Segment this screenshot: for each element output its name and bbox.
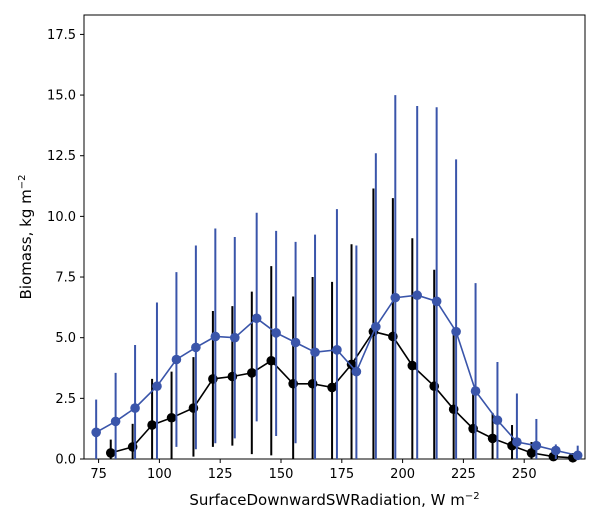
- x-axis-label-text: SurfaceDownwardSWRadiation, W m: [189, 491, 465, 509]
- y-tick-label: 12.5: [47, 149, 76, 164]
- x-axis-label-superscript: −2: [465, 491, 480, 502]
- data-point: [512, 437, 522, 447]
- series-2: [91, 95, 583, 461]
- x-tick-label: 225: [451, 467, 476, 482]
- x-axis-ticks: 75 100 125 150 175 200 225 250: [90, 459, 537, 482]
- data-point: [310, 347, 320, 358]
- y-tick-label: 7.5: [55, 271, 76, 286]
- x-tick-label: 125: [208, 467, 233, 482]
- data-point: [191, 342, 201, 353]
- data-point: [110, 416, 121, 427]
- x-tick-label: 100: [147, 467, 172, 482]
- x-tick-label: 175: [329, 467, 354, 482]
- data-point: [247, 368, 257, 378]
- x-tick-label: 250: [512, 467, 537, 482]
- data-point: [271, 328, 281, 338]
- data-point: [526, 448, 537, 458]
- data-point: [551, 445, 561, 456]
- data-point: [171, 354, 182, 365]
- series-line: [110, 330, 573, 459]
- data-point: [327, 382, 337, 393]
- plot-frame: [83, 14, 586, 460]
- series-layer: [91, 95, 583, 463]
- y-tick-label: 2.5: [55, 392, 76, 407]
- data-point: [130, 403, 140, 413]
- data-point: [346, 359, 357, 370]
- data-point: [105, 448, 116, 458]
- data-point: [147, 420, 157, 430]
- data-point: [492, 415, 503, 425]
- data-point: [572, 450, 583, 461]
- y-tick-label: 10.0: [47, 210, 76, 225]
- data-point: [166, 412, 177, 423]
- x-tick-label: 150: [269, 467, 294, 482]
- data-point: [266, 355, 277, 366]
- data-point: [229, 332, 240, 343]
- data-point: [91, 427, 101, 438]
- data-point: [470, 386, 481, 396]
- data-point: [210, 331, 221, 342]
- data-point: [407, 360, 418, 371]
- y-axis-label: Biomass, kg m−2: [17, 175, 35, 300]
- data-point: [412, 290, 422, 301]
- data-point: [371, 321, 381, 332]
- x-tick-label: 200: [390, 467, 415, 482]
- data-point: [487, 433, 498, 444]
- y-tick-label: 15.0: [47, 89, 76, 104]
- data-point: [390, 292, 401, 303]
- y-tick-label: 0.0: [55, 453, 76, 468]
- data-point: [531, 440, 542, 451]
- y-axis-label-superscript: −2: [17, 175, 28, 190]
- y-axis-label-text: Biomass, kg m: [17, 189, 35, 299]
- data-point: [332, 345, 342, 355]
- data-point: [451, 326, 461, 337]
- data-point: [351, 366, 362, 377]
- y-tick-label: 5.0: [55, 331, 76, 346]
- x-axis-label: SurfaceDownwardSWRadiation, W m−2: [189, 491, 479, 509]
- y-tick-label: 17.5: [47, 28, 76, 43]
- data-point: [290, 337, 301, 348]
- data-point: [152, 381, 162, 392]
- data-point: [251, 313, 262, 324]
- data-point: [431, 296, 442, 307]
- y-axis-ticks: 0.0 2.5 5.0 7.5 10.0 12.5 15.0 17.5: [47, 28, 84, 468]
- x-tick-label: 75: [90, 467, 107, 482]
